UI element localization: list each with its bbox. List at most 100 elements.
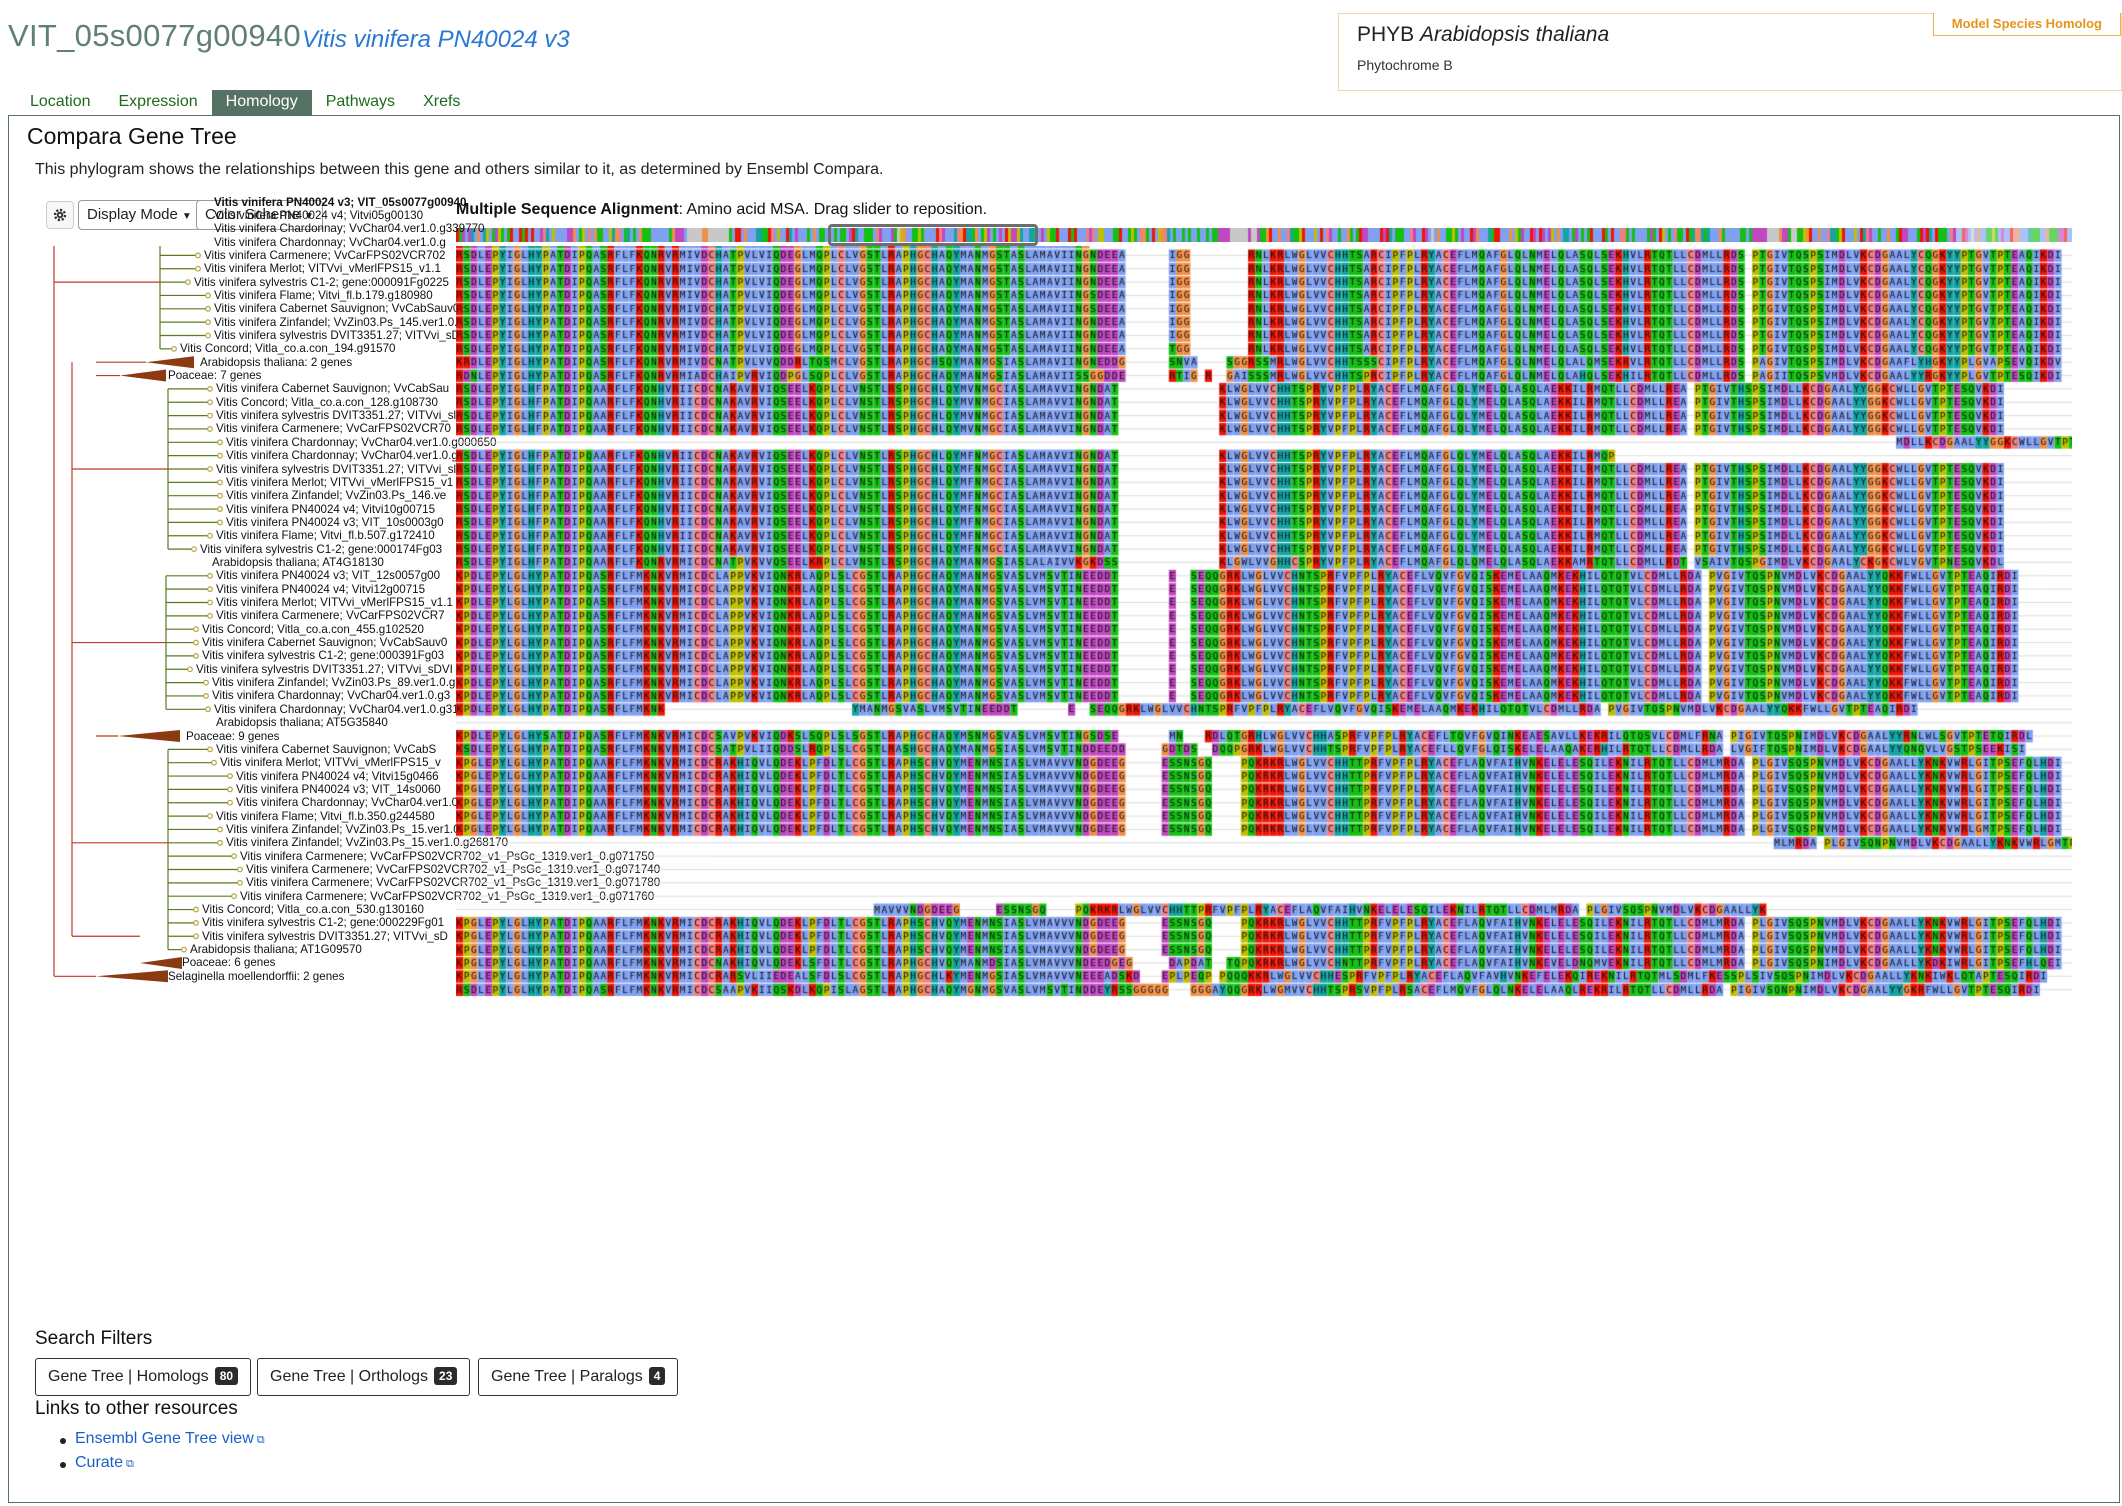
- tree-leaf-label[interactable]: Vitis vinifera Zinfandel; VvZin03.Ps_145…: [214, 315, 464, 329]
- display-mode-dropdown[interactable]: Display Mode ▼: [78, 200, 201, 230]
- tree-leaf-label[interactable]: Vitis vinifera Chardonnay; VvChar04.ver1…: [226, 435, 497, 449]
- tree-leaf-node: [237, 866, 243, 873]
- tree-leaf-node: [207, 466, 213, 472]
- tree-leaf-node: [237, 879, 243, 886]
- ensembl-gene-tree-link[interactable]: Ensembl Gene Tree view: [75, 1430, 254, 1447]
- tree-leaf-label[interactable]: Vitis vinifera Merlot; VITVvi_vMerlFPS15…: [216, 596, 453, 609]
- tree-leaf-label[interactable]: Vitis Concord; Vitla_co.a.con_455.g10252…: [202, 622, 424, 636]
- tab-xrefs[interactable]: Xrefs: [423, 93, 461, 110]
- tree-leaf-label[interactable]: Vitis vinifera Merlot; VITVvi_vMerlFPS15…: [226, 475, 454, 489]
- tree-leaf-node: [205, 332, 211, 339]
- tree-leaf-label[interactable]: Vitis vinifera sylvestris C1-2; gene:000…: [202, 649, 445, 663]
- tree-collapsed-clade-label[interactable]: Poaceae: 7 genes: [168, 369, 262, 383]
- collapsed-clade-triangle: [96, 970, 168, 983]
- msa-alignment[interactable]: [456, 246, 2072, 1320]
- filter-homologs-button[interactable]: Gene Tree | Homologs 80: [35, 1358, 252, 1396]
- tree-leaf-node: [205, 319, 211, 326]
- msa-overview-bar[interactable]: [456, 228, 2072, 242]
- tree-leaf-node: [207, 813, 213, 819]
- display-mode-label: Display Mode: [87, 206, 178, 223]
- msa-position-slider[interactable]: [828, 224, 1038, 246]
- tree-leaf-label[interactable]: Vitis vinifera sylvestris C1-2; gene:000…: [200, 542, 443, 556]
- tree-leaf-label[interactable]: Vitis vinifera Chardonnay; VvChar04.ver1…: [226, 449, 458, 463]
- tree-leaf-label[interactable]: Vitis vinifera sylvestris C1-2; gene:000…: [194, 275, 449, 289]
- tree-collapsed-clade-label[interactable]: Poaceae: 6 genes: [182, 956, 276, 970]
- tab-homology[interactable]: Homology: [211, 90, 312, 115]
- caret-down-icon: ▼: [304, 211, 314, 222]
- filter-orthologs-button[interactable]: Gene Tree | Orthologs 23: [257, 1358, 471, 1396]
- tree-leaf-label[interactable]: Vitis vinifera Flame; Vitvi_fl.b.507.g17…: [216, 529, 435, 543]
- tree-leaf-label[interactable]: Vitis vinifera Zinfandel; VvZin03.Ps_15.…: [226, 822, 509, 836]
- tree-leaf-label[interactable]: Vitis vinifera sylvestris DVIT3351.27; V…: [214, 329, 468, 342]
- tree-collapsed-clade-label[interactable]: Poaceae: 9 genes: [186, 729, 280, 743]
- msa-caption: Multiple Sequence Alignment: Amino acid …: [456, 201, 987, 219]
- tree-leaf-node: [217, 492, 223, 499]
- filter-homologs-label: Gene Tree | Homologs: [48, 1368, 209, 1385]
- tree-collapsed-clade-label[interactable]: Arabidopsis thaliana: 2 genes: [200, 355, 353, 369]
- tree-leaf-label[interactable]: Vitis vinifera Chardonnay; VvChar04.ver1…: [214, 702, 485, 716]
- filter-paralogs-count: 4: [648, 1367, 666, 1385]
- tab-location[interactable]: Location: [30, 93, 91, 110]
- tab-pathways[interactable]: Pathways: [325, 93, 396, 110]
- tree-leaf-label[interactable]: Vitis vinifera Chardonnay; VvChar04.ver1…: [212, 689, 451, 703]
- tree-leaf-label[interactable]: Vitis vinifera Flame; Vitvi_fl.b.350.g24…: [216, 809, 435, 823]
- curate-link[interactable]: Curate: [75, 1454, 124, 1471]
- tree-leaf-label[interactable]: Vitis vinifera sylvestris DVIT3351.27; V…: [216, 462, 457, 476]
- tree-leaf-label[interactable]: Vitis vinifera PN40024 v3; VIT_14s0060: [236, 782, 441, 796]
- tree-leaf-label[interactable]: Vitis vinifera Cabernet Sauvignon; VvCab…: [214, 302, 466, 316]
- external-link-icon: ⧉: [256, 1434, 265, 1446]
- tree-leaf-node: [217, 479, 223, 486]
- tree-leaf-label[interactable]: Vitis vinifera Cabernet Sauvignon; VvCab…: [202, 636, 448, 650]
- homology-panel: [8, 115, 2120, 1503]
- tree-leaf-label[interactable]: Vitis vinifera sylvestris DVIT3351.27; V…: [216, 409, 457, 423]
- tree-leaf-node: [217, 506, 223, 512]
- tree-leaf-label[interactable]: Vitis vinifera sylvestris C1-2; gene:000…: [202, 916, 445, 930]
- panel-title: Compara Gene Tree: [27, 123, 237, 149]
- tree-leaf-label[interactable]: Vitis Concord; Vitla_co.a.con_128.g10873…: [216, 395, 438, 409]
- tree-leaf-label[interactable]: Vitis vinifera Chardonnay; VvChar04.ver1…: [236, 796, 468, 810]
- tree-leaf-node: [207, 599, 213, 606]
- tree-leaf-node: [207, 532, 213, 539]
- tree-leaf-node: [207, 426, 213, 432]
- tree-leaf-label[interactable]: Vitis vinifera Carmenere; VvCarFPS02VCR7…: [216, 422, 451, 436]
- filter-homologs-count: 80: [214, 1367, 239, 1385]
- tree-leaf-label[interactable]: Vitis vinifera PN40024 v4; Vitvi10g00715: [226, 502, 436, 516]
- filter-orthologs-label: Gene Tree | Orthologs: [270, 1368, 429, 1385]
- tree-leaf-label[interactable]: Vitis vinifera sylvestris DVIT3351.27; V…: [196, 662, 453, 676]
- tree-leaf-label[interactable]: Vitis vinifera PN40024 v4; Vitvi15g0466: [236, 769, 439, 783]
- tree-leaf-label[interactable]: Vitis vinifera Chardonnay; VvChar04.ver1…: [214, 235, 446, 249]
- tree-leaf-node: [207, 412, 213, 419]
- tree-leaf-label[interactable]: Vitis Concord; Vitla_co.a.con_530.g13016…: [202, 903, 424, 917]
- tree-leaf-label[interactable]: Vitis vinifera Merlot; VITVvi_vMerlFPS15…: [204, 262, 441, 276]
- tree-leaf-label[interactable]: Vitis vinifera Merlot; VITVvi_vMerlFPS15…: [220, 756, 441, 770]
- tree-leaf-label[interactable]: Vitis vinifera sylvestris DVIT3351.27; V…: [202, 929, 448, 943]
- tree-leaf-label[interactable]: Vitis vinifera Carmenere; VvCarFPS02VCR7: [216, 609, 445, 623]
- tree-leaf-label[interactable]: Vitis vinifera Cabernet Sauvignon; VvCab…: [216, 382, 450, 396]
- tree-leaf-label[interactable]: Arabidopsis thaliana; AT5G35840: [216, 716, 388, 730]
- tree-leaf-label[interactable]: Vitis vinifera PN40024 v4; Vitvi12g00715: [216, 582, 426, 596]
- tree-leaf-label[interactable]: Arabidopsis thaliana; AT4G18130: [212, 555, 384, 569]
- tree-leaf-label[interactable]: Vitis vinifera Carmenere; VvCarFPS02VCR7…: [204, 248, 446, 262]
- model-species-homolog-tag: Model Species Homolog: [1932, 13, 2121, 36]
- species-link[interactable]: Vitis vinifera PN40024 v3: [302, 26, 570, 53]
- tree-leaf-label[interactable]: Vitis vinifera Chardonnay; VvChar04.ver1…: [214, 222, 485, 236]
- settings-button[interactable]: [46, 201, 74, 229]
- tree-leaf-label[interactable]: Vitis vinifera Zinfandel; VvZin03.Ps_146…: [226, 489, 447, 503]
- color-scheme-dropdown[interactable]: Color Scheme ▼: [196, 200, 323, 230]
- links-title: Links to other resources: [35, 1398, 238, 1419]
- tree-leaf-label[interactable]: Vitis vinifera Zinfandel; VvZin03.Ps_89.…: [212, 676, 456, 690]
- tree-leaf-label[interactable]: Arabidopsis thaliana; AT1G09570: [190, 943, 362, 957]
- filter-paralogs-button[interactable]: Gene Tree | Paralogs 4: [478, 1358, 679, 1396]
- tree-leaf-label[interactable]: Vitis Concord; Vitla_co.a.con_194.g91570: [180, 342, 396, 356]
- tree-leaf-label[interactable]: Vitis vinifera Flame; Vitvi_fl.b.179.g18…: [214, 288, 433, 302]
- collapsed-clade-triangle: [146, 356, 194, 369]
- tree-collapsed-clade-label[interactable]: Selaginella moellendorffii: 2 genes: [168, 969, 345, 983]
- tree-leaf-label[interactable]: Vitis vinifera PN40024 v3; VIT_12s0057g0…: [216, 569, 441, 583]
- model-species-homolog-card: Model Species Homolog PHYB Arabidopsis t…: [1338, 13, 2122, 91]
- tree-leaf-label[interactable]: Vitis vinifera PN40024 v3; VIT_05s0077g0…: [214, 195, 467, 209]
- tree-leaf-label[interactable]: Vitis vinifera PN40024 v4; Vitvi05g00130: [214, 208, 424, 222]
- tree-leaf-label[interactable]: Vitis vinifera PN40024 v3; VIT_10s0003g0: [226, 515, 444, 529]
- tree-leaf-label[interactable]: Vitis vinifera Cabernet Sauvignon; VvCab…: [216, 742, 437, 756]
- tab-expression[interactable]: Expression: [118, 93, 198, 110]
- tree-leaf-label[interactable]: Vitis vinifera Zinfandel; VvZin03.Ps_15.…: [226, 836, 509, 850]
